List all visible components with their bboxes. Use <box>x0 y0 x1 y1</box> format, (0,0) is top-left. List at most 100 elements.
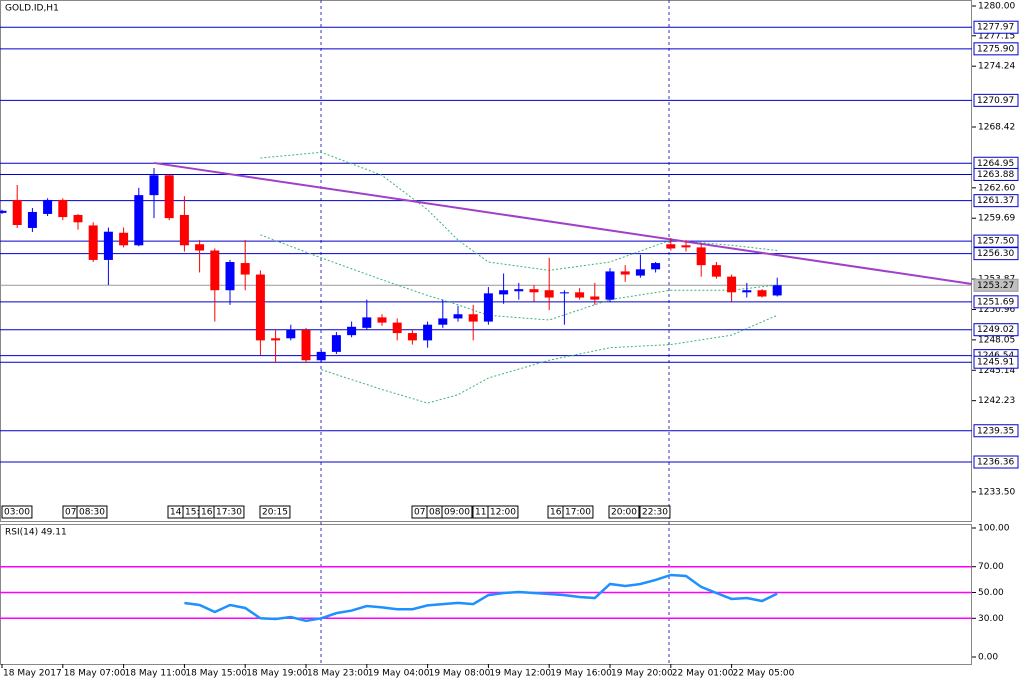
level-box <box>973 323 1019 337</box>
candle-body <box>529 289 539 293</box>
level-label: 1251.69 <box>977 297 1014 307</box>
time-marker: 15: <box>185 508 199 518</box>
x-tick-label: 18 May 23:00 <box>307 669 369 679</box>
time-marker: 17:00 <box>565 508 591 518</box>
y-tick-label: 1242.23 <box>978 396 1015 406</box>
time-marker-box <box>76 505 108 519</box>
time-marker-box <box>259 505 291 519</box>
time-marker: 07: <box>65 508 79 518</box>
time-marker: 20:00 <box>611 508 637 518</box>
candle-body <box>666 244 676 249</box>
candle-body <box>590 296 600 300</box>
x-tick-label: 18 May 2017 <box>3 669 62 679</box>
level-box <box>973 42 1019 56</box>
level-label: 1270.97 <box>977 96 1014 106</box>
level-box <box>973 424 1019 438</box>
y-tick-label: 1274.24 <box>978 62 1015 72</box>
level-label: 1264.95 <box>977 159 1014 169</box>
candle-body <box>620 271 630 275</box>
candle-body <box>58 199 68 218</box>
level-box <box>973 234 1019 248</box>
candle-body <box>179 214 189 246</box>
candle-body <box>347 326 357 336</box>
candle-body <box>377 317 387 323</box>
main-panel-frame <box>0 0 972 522</box>
level-label: 1261.37 <box>977 196 1014 206</box>
candle-body <box>742 290 752 293</box>
level-box <box>973 355 1019 369</box>
candle-body <box>407 333 417 341</box>
time-marker-box <box>213 505 245 519</box>
rsi-line <box>184 573 778 623</box>
rsi-panel-frame <box>0 524 972 665</box>
candle-body <box>43 199 53 214</box>
candle-body <box>240 263 250 275</box>
candle-body <box>605 271 615 300</box>
time-marker-box <box>608 505 640 519</box>
candle-body <box>286 329 296 339</box>
level-box <box>973 295 1019 309</box>
envelope-band <box>321 314 778 404</box>
candle-body <box>73 214 83 223</box>
candle-body <box>362 317 372 328</box>
candle-body <box>468 314 478 322</box>
candle-body <box>195 244 205 251</box>
candle-body <box>772 285 782 296</box>
candle-body <box>499 290 509 295</box>
candle-body <box>453 314 463 319</box>
time-marker: 03:00 <box>4 508 30 518</box>
y-tick-label: 1245.14 <box>978 366 1015 376</box>
time-marker: 14: <box>170 508 184 518</box>
candle-body <box>727 276 737 293</box>
x-tick-label: 18 May 15:00 <box>185 669 247 679</box>
level-label: 1263.88 <box>977 170 1014 180</box>
y-tick-label: 50.00 <box>978 588 1004 598</box>
candle-body <box>88 225 98 260</box>
candle-body <box>225 262 235 291</box>
chart-title: GOLD.ID,H1 <box>5 4 59 14</box>
time-marker-box <box>639 505 671 519</box>
candle-body <box>757 290 767 297</box>
candle-body <box>544 290 554 298</box>
x-tick-label: 18 May 07:00 <box>64 669 126 679</box>
candle-body <box>0 210 7 213</box>
y-tick-label: 70.00 <box>978 562 1004 572</box>
candle-body <box>711 265 721 277</box>
level-label: 1236.36 <box>977 458 1014 468</box>
candle-body <box>316 351 326 361</box>
y-tick-label: 1262.60 <box>978 183 1015 193</box>
candle-body <box>696 247 706 266</box>
x-tick-label: 18 May 19:00 <box>246 669 308 679</box>
candle-body <box>12 199 22 226</box>
level-box <box>973 247 1019 261</box>
time-marker: 20:15 <box>262 508 288 518</box>
level-box <box>973 93 1019 107</box>
candle-body <box>255 274 265 341</box>
y-tick-label: 0.00 <box>978 653 998 663</box>
level-box <box>973 167 1019 181</box>
time-marker: 17:30 <box>216 508 242 518</box>
y-tick-label: 1280.00 <box>978 2 1015 12</box>
x-tick-label: 19 May 04:00 <box>368 669 430 679</box>
x-tick-label: 19 May 12:00 <box>489 669 551 679</box>
time-marker: 08: <box>429 508 443 518</box>
time-marker: 08:30 <box>79 508 105 518</box>
x-tick-label: 19 May 08:00 <box>429 669 491 679</box>
x-tick-label: 18 May 11:00 <box>125 669 187 679</box>
level-label: 1239.35 <box>977 426 1014 436</box>
candle-body <box>27 211 37 228</box>
candle-body <box>134 195 144 246</box>
candle-body <box>149 175 159 196</box>
candle-body <box>301 329 311 361</box>
trendline <box>153 161 973 285</box>
rsi-title: RSI(14) 49.11 <box>5 528 67 538</box>
last-price-box <box>973 278 1019 292</box>
level-label: 1277.97 <box>977 23 1014 33</box>
level-label: 1275.90 <box>977 44 1014 54</box>
candle-body <box>331 335 341 352</box>
level-label: 1249.02 <box>977 325 1014 335</box>
x-tick-label: 22 May 05:00 <box>733 669 795 679</box>
x-tick-label: 19 May 20:00 <box>611 669 673 679</box>
